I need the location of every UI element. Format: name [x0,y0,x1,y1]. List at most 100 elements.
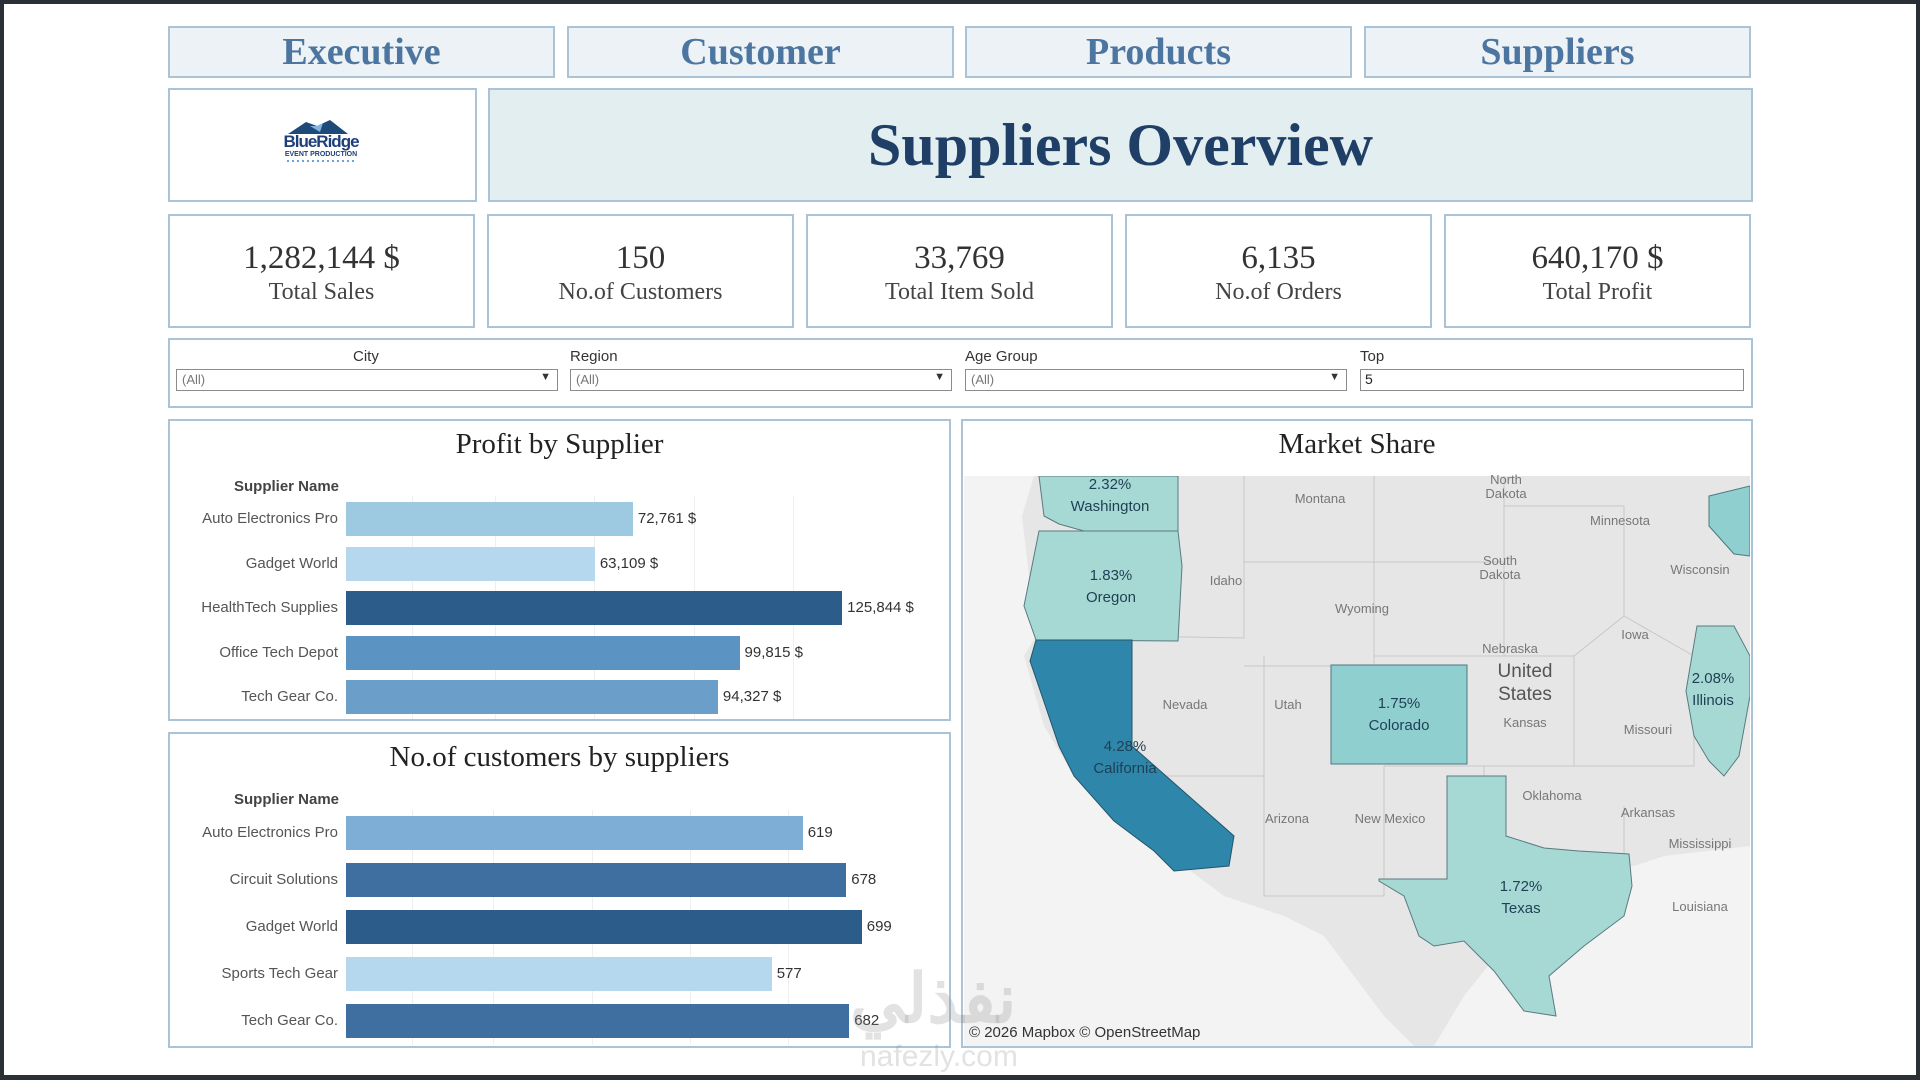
bar-category-label: Auto Electronics Pro [202,510,338,527]
bar[interactable] [346,635,740,670]
bar-value-label: 619 [807,824,833,841]
dropdown-value: (All) [971,372,995,387]
kpi-total-sales: 1,282,144 $ Total Sales [168,214,475,328]
logo-pane: BlueRidge EVENT PRODUCTION [168,88,477,202]
california-state [1029,639,1235,872]
bar-value-label: 63,109 $ [599,554,659,572]
filter-label-city: City [353,348,379,365]
axis-header: Supplier Name [234,791,340,808]
map-attribution[interactable]: © 2026 Mapbox © OpenStreetMap [969,1024,1201,1041]
state-share-california: 4.28% California [1093,738,1157,777]
kpi-customers: 150 No.of Customers [487,214,794,328]
tab-customer[interactable]: Customer [567,26,954,78]
chart-title: Profit by Supplier [455,428,664,460]
state-share-illinois: 2.08% Illinois [1691,670,1735,709]
bar-category-label: Gadget World [245,918,338,935]
region-dropdown[interactable]: (All) ▼ [570,369,952,391]
map-label: South Dakota [1479,553,1521,582]
state-share-washington: 2.32% Washington [1070,476,1150,515]
map-label: New Mexico [1354,811,1426,826]
dropdown-value: (All) [576,372,600,387]
kpi-value: 640,170 $ [1531,240,1664,276]
map-label: North Dakota [1485,472,1527,501]
bar-value-label: 678 [851,871,877,888]
chevron-down-icon: ▼ [1329,371,1340,383]
michigan-state [1708,485,1750,557]
bar[interactable] [346,591,843,625]
map-label: Montana [1294,491,1346,506]
map-label: Wyoming [1334,601,1390,616]
kpi-label: Total Sales [268,279,375,305]
bar-category-label: Auto Electronics Pro [202,824,338,841]
map-label: Utah [1274,697,1302,712]
page-title: Suppliers Overview [868,111,1373,178]
map-label: Louisiana [1672,899,1728,914]
kpi-label: Total Profit [1542,279,1653,305]
bar[interactable] [346,910,862,944]
bar-value-label: 699 [866,918,892,935]
map-label: Wisconsin [1670,562,1730,577]
dropdown-value: (All) [182,372,206,387]
bar-category-label: Office Tech Depot [219,643,338,661]
map-label: Nebraska [1482,641,1538,656]
bar[interactable] [346,502,633,536]
state-share-oregon: 1.83% Oregon [1085,567,1137,606]
us-map[interactable] [964,476,1750,1046]
kpi-value: 1,282,144 $ [243,240,400,276]
city-dropdown[interactable]: (All) ▼ [176,369,558,391]
tab-label: Products [1086,31,1231,73]
map-label: Kansas [1503,715,1547,730]
bar-category-label: Tech Gear Co. [241,688,338,705]
bar[interactable] [346,957,772,991]
tab-label: Customer [680,31,841,73]
bar[interactable] [346,816,803,850]
kpi-value: 150 [615,240,666,276]
colorado-state [1330,664,1468,765]
ocean [964,476,1414,1046]
bar[interactable] [346,1004,850,1038]
bar-category-label: Circuit Solutions [229,871,338,888]
bar-category-label: Gadget World [245,554,338,572]
kpi-orders: 6,135 No.of Orders [1125,214,1432,328]
tab-products[interactable]: Products [965,26,1352,78]
map-label: Arkansas [1620,805,1676,820]
filter-label-age-group: Age Group [965,348,1038,365]
kpi-label: No.of Customers [558,279,723,305]
kpi-items-sold: 33,769 Total Item Sold [806,214,1113,328]
bar-category-label: Sports Tech Gear [221,965,338,982]
axis-header: Supplier Name [234,478,340,495]
map-label: Missouri [1623,722,1673,737]
map-label: Mississippi [1668,836,1732,851]
illinois-state [1685,625,1750,777]
filter-label-top: Top [1360,348,1385,365]
page-title-pane: Suppliers Overview [488,88,1753,202]
map-label: Arizona [1264,811,1310,826]
tab-executive[interactable]: Executive [168,26,555,78]
kpi-label: No.of Orders [1215,279,1342,305]
map-label-country: United States [1497,661,1553,705]
map-label: Oklahoma [1522,788,1582,803]
filter-label-region: Region [570,348,618,365]
map-title: Market Share [1278,428,1436,460]
age-group-dropdown[interactable]: (All) ▼ [965,369,1347,391]
top-n-input[interactable]: 5 [1360,369,1744,391]
tab-label: Suppliers [1480,31,1635,73]
map-label: Idaho [1209,573,1243,588]
kpi-total-profit: 640,170 $ Total Profit [1444,214,1751,328]
map-label: Nevada [1162,697,1208,712]
logo-tagline: EVENT PRODUCTION [285,151,357,158]
bar-value-label: 99,815 $ [744,643,803,661]
bar[interactable] [346,546,595,581]
bar-category-label: Tech Gear Co. [241,1012,338,1029]
bar[interactable] [346,863,847,897]
bar[interactable] [346,680,718,714]
state-share-colorado: 1.75% Colorado [1368,695,1430,734]
watermark-url: nafezly.com [860,1040,1018,1073]
bar-category-label: HealthTech Supplies [201,599,338,616]
bar-value-label: 682 [854,1012,880,1029]
tab-suppliers[interactable]: Suppliers [1364,26,1751,78]
kpi-label: Total Item Sold [885,279,1034,305]
bar-value-label: 577 [776,965,802,982]
bar-value-label: 72,761 $ [637,510,697,527]
blueridge-logo: BlueRidge EVENT PRODUCTION [283,120,360,162]
